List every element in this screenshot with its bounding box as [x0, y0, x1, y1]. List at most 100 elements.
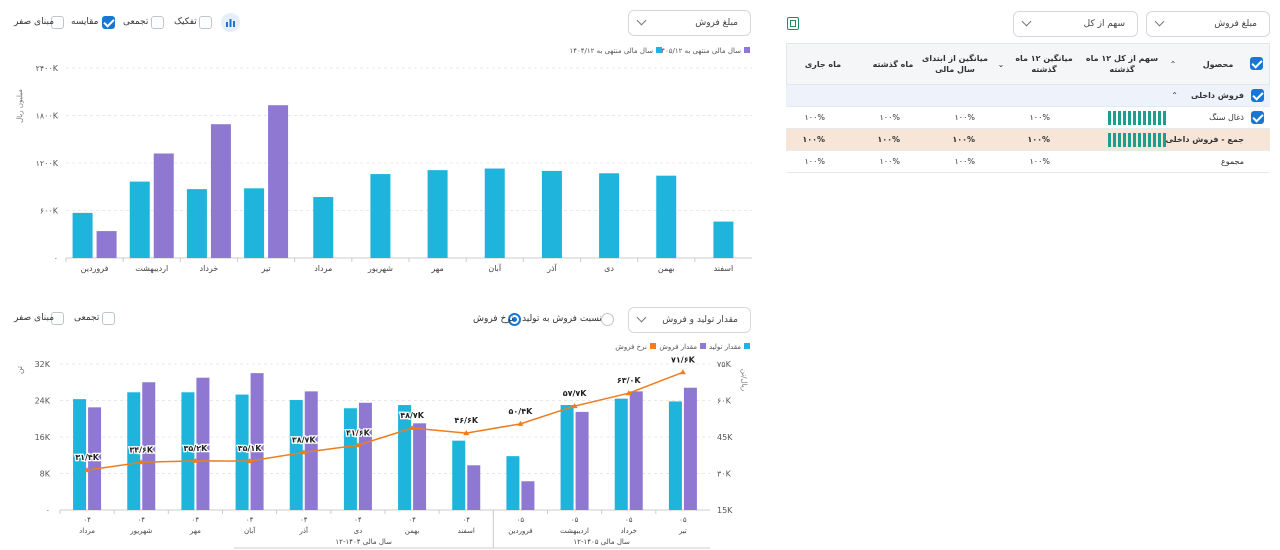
- cumulative-checkbox[interactable]: [151, 16, 164, 29]
- bar-prev-4: [268, 105, 289, 258]
- table-metric-dropdown[interactable]: مبلغ فروش: [1146, 11, 1270, 37]
- bar-prev-1: [96, 231, 117, 258]
- chevron-down-icon[interactable]: ⌄: [997, 59, 1005, 69]
- rate-point-1: [84, 467, 91, 473]
- x-tick-year: ۰۴: [246, 516, 254, 524]
- col-last-month[interactable]: ماه گذشته: [872, 59, 914, 69]
- cumulative-checkbox-2[interactable]: [102, 312, 115, 325]
- bar-current-5: [313, 197, 334, 258]
- y-right-tick-label: 45K: [717, 433, 733, 442]
- rate-point-5: [300, 449, 307, 455]
- breakdown-label: تفکیک: [174, 17, 197, 27]
- legend-rate: نرخ فروش: [615, 343, 647, 351]
- compare-checkbox[interactable]: [102, 16, 115, 29]
- y-left-tick-label: 24K: [35, 397, 51, 406]
- group-label: فروش داخلی: [1191, 91, 1244, 100]
- y-tick-label: ۰: [54, 254, 58, 263]
- col-current-month[interactable]: ماه جاری: [804, 59, 842, 69]
- x-tick-label: اسفند: [714, 264, 734, 273]
- product-name: جمع - فروش داخلی: [1165, 135, 1244, 144]
- chevron-up-icon[interactable]: ⌃: [1171, 91, 1178, 100]
- x-tick-label: خرداد: [200, 264, 219, 273]
- sales-production-ratio-radio[interactable]: [601, 313, 614, 326]
- bar-current-11: [656, 175, 677, 258]
- rate-label-12: ۷۱/۶K: [671, 355, 696, 364]
- bar-sales-6: [358, 402, 372, 510]
- zero-base-label-2: مبنای صفر: [14, 313, 55, 323]
- table-row[interactable]: ذغال سنگ ۱۰۰% ۱۰۰% ۱۰۰% ۱۰۰%: [786, 107, 1270, 129]
- x-tick-label: تیر: [678, 527, 687, 535]
- bar-production-1: [73, 399, 87, 510]
- share-sparkline: [1094, 129, 1166, 150]
- bar-sales-2: [142, 382, 156, 510]
- product-name: ذغال سنگ: [1209, 113, 1244, 122]
- rate-label-10: ۵۷/۷K: [563, 389, 588, 398]
- spark-bar: [1158, 110, 1161, 125]
- bar-chart-icon[interactable]: [221, 13, 240, 32]
- sales-rate-radio[interactable]: [508, 313, 521, 326]
- chevron-up-icon[interactable]: ⌃: [1169, 59, 1177, 69]
- col-product[interactable]: محصول: [1202, 59, 1234, 69]
- col-avg-12[interactable]: میانگین ۱۲ ماه گذشته: [1015, 54, 1073, 74]
- spark-bar: [1113, 132, 1116, 147]
- table-row[interactable]: جمع - فروش داخلی ۱۰۰% ۱۰۰% ۱۰۰% ۱۰۰%: [786, 129, 1270, 151]
- bar-production-7: [398, 405, 412, 510]
- col-avg-ytd[interactable]: میانگین از ابتدای سال مالی: [922, 54, 988, 74]
- rate-point-11: [625, 390, 632, 396]
- bar-production-4: [235, 394, 249, 510]
- legend-swatch-rate: [650, 343, 656, 349]
- rate-point-8: [463, 430, 470, 436]
- table-rows: ذغال سنگ ۱۰۰% ۱۰۰% ۱۰۰% ۱۰۰% جمع - فروش داخلی…: [786, 107, 1270, 173]
- bar-current-9: [541, 170, 562, 258]
- y-right-tick-label: 15K: [717, 506, 733, 515]
- x-tick-label: بهمن: [658, 264, 675, 273]
- fiscal-year-label-2: سال مالی ۱۴۰۵-۱۲: [573, 538, 630, 546]
- y-right-title: ریال/تن: [740, 369, 748, 391]
- x-tick-label: شهریور: [367, 264, 393, 273]
- col-share[interactable]: سهم از کل ۱۲ ماه گذشته: [1085, 54, 1159, 74]
- select-all-checkbox[interactable]: [1250, 57, 1263, 70]
- y-tick-label: ۱۸۰۰K: [36, 112, 59, 121]
- dropdown-label: مبلغ فروش: [695, 18, 738, 28]
- product-name: مجموع: [1221, 157, 1244, 166]
- chart2-metric-dropdown[interactable]: مقدار تولید و فروش: [628, 307, 751, 333]
- legend-current-year: سال مالی منتهی به ۱۴۰۴/۱۲: [570, 47, 654, 55]
- bar-production-5: [289, 400, 303, 510]
- group-checkbox[interactable]: [1251, 89, 1264, 102]
- chevron-down-icon: [1021, 16, 1032, 27]
- fiscal-year-label-1: سال مالی ۱۴۰۴-۱۲: [335, 538, 392, 546]
- legend-prev-year: سال مالی منتهی به ۱۴۰۵/۱۲: [658, 47, 742, 55]
- legend-swatch-sales: [700, 343, 706, 349]
- legend-swatch-current-year: [656, 47, 662, 53]
- bar-current-2: [129, 181, 150, 258]
- value-cell: ۱۰۰%: [954, 157, 976, 166]
- zero-base-checkbox-2[interactable]: [51, 312, 64, 325]
- zero-base-checkbox[interactable]: [51, 16, 64, 29]
- group-row[interactable]: فروش داخلی ⌃: [786, 85, 1270, 107]
- value-cell: ۱۰۰%: [1029, 157, 1051, 166]
- spark-bar: [1163, 110, 1166, 125]
- dropdown-label: مقدار تولید و فروش: [662, 315, 738, 325]
- spark-bar: [1123, 132, 1126, 147]
- rate-label-8: ۴۶/۶K: [454, 416, 479, 425]
- bar-sales-7: [413, 423, 427, 510]
- bar-sales-12: [683, 387, 697, 510]
- legend-production: مقدار تولید: [709, 343, 741, 351]
- x-tick-year: ۰۵: [571, 516, 579, 524]
- row-checkbox[interactable]: [1251, 111, 1264, 124]
- rate-line: [86, 371, 684, 471]
- value-cell: ۱۰۰%: [804, 157, 826, 166]
- spark-bar: [1143, 132, 1146, 147]
- breakdown-checkbox[interactable]: [199, 16, 212, 29]
- chevron-down-icon: [636, 312, 647, 323]
- table-row[interactable]: مجموع ۱۰۰% ۱۰۰% ۱۰۰% ۱۰۰%: [786, 151, 1270, 173]
- table-share-dropdown[interactable]: سهم از کل: [1013, 11, 1138, 37]
- excel-export-icon[interactable]: [787, 17, 799, 30]
- chart1-metric-dropdown[interactable]: مبلغ فروش: [628, 10, 751, 36]
- rate-label-9: ۵۰/۴K: [509, 407, 534, 416]
- spark-bar: [1153, 132, 1156, 147]
- x-tick-year: ۰۴: [300, 516, 308, 524]
- spark-bar: [1113, 110, 1116, 125]
- value-cell: ۱۰۰%: [954, 113, 976, 122]
- x-tick-label: آذر: [299, 526, 309, 535]
